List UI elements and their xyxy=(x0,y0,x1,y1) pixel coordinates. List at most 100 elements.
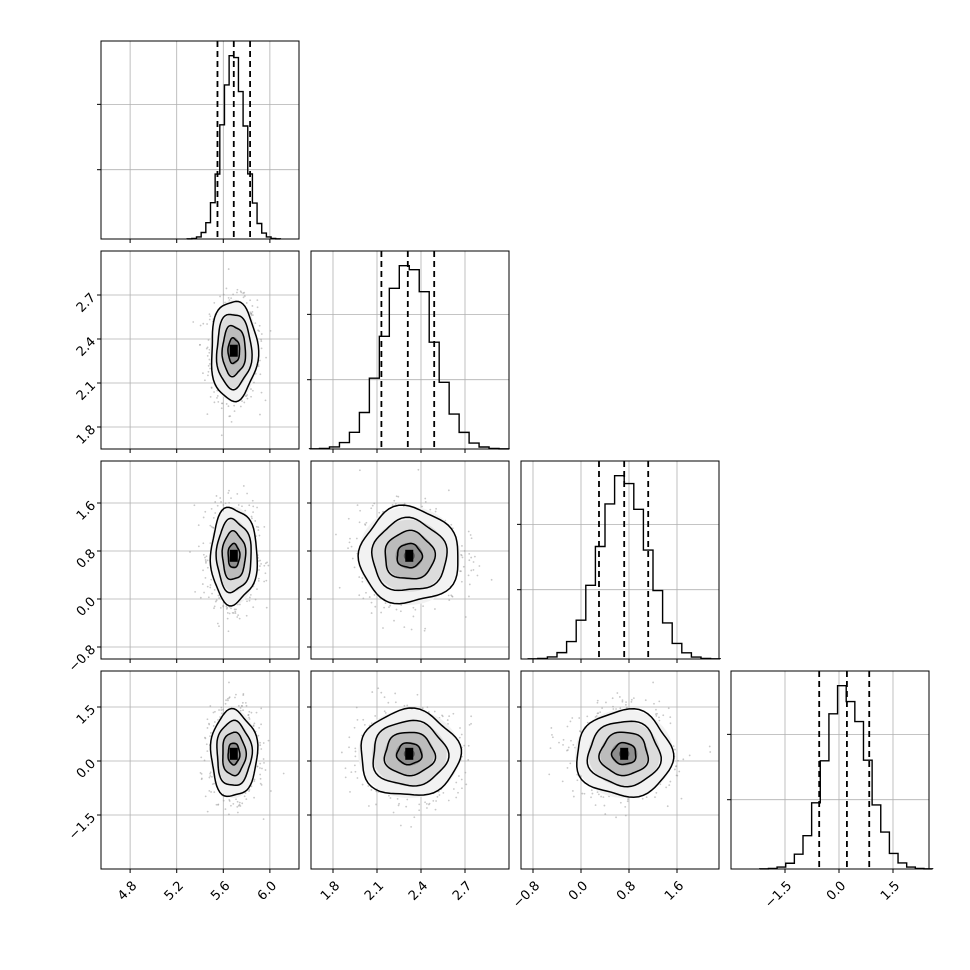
sample-point xyxy=(235,608,237,611)
sample-point xyxy=(269,329,272,332)
sample-point xyxy=(562,738,565,741)
sample-point xyxy=(208,358,211,361)
sample-point xyxy=(237,705,240,707)
sample-point xyxy=(262,818,265,820)
contour-0 xyxy=(210,300,260,403)
sample-point xyxy=(213,401,216,404)
sample-point xyxy=(465,783,468,786)
sample-point xyxy=(235,798,237,801)
sample-point xyxy=(227,296,230,299)
sample-point xyxy=(571,717,574,719)
sample-point xyxy=(571,790,574,792)
sample-point xyxy=(258,726,261,729)
sample-point xyxy=(259,744,262,747)
sample-point xyxy=(228,697,231,699)
sample-point xyxy=(478,565,481,567)
density-peak xyxy=(229,344,238,357)
sample-point xyxy=(406,704,409,707)
sample-point xyxy=(218,709,220,711)
sample-point xyxy=(597,793,600,796)
sample-point xyxy=(340,751,343,754)
sample-point xyxy=(207,596,210,599)
sample-point xyxy=(266,561,268,564)
sample-point xyxy=(708,745,711,748)
sample-point xyxy=(615,816,617,819)
sample-point xyxy=(654,796,656,799)
sample-point xyxy=(264,562,267,565)
sample-point xyxy=(264,572,267,575)
sample-point xyxy=(206,346,209,349)
sample-point xyxy=(576,773,579,776)
sample-point xyxy=(235,693,237,696)
contour-0 xyxy=(576,708,675,798)
sample-point xyxy=(460,778,463,781)
y-tick-label: 2.1 xyxy=(74,378,99,403)
contour-3 xyxy=(227,337,241,365)
sample-point xyxy=(254,520,257,522)
panel-frame xyxy=(100,460,300,660)
sample-point xyxy=(253,381,255,384)
sample-point xyxy=(206,718,209,721)
sample-point xyxy=(413,816,416,819)
histogram-2 xyxy=(527,474,721,660)
sample-point xyxy=(656,712,658,715)
sample-point xyxy=(435,800,437,802)
sample-point xyxy=(215,803,218,806)
sample-point xyxy=(603,804,606,807)
sample-point xyxy=(578,730,581,732)
sample-point xyxy=(373,594,376,596)
sample-point xyxy=(205,555,208,558)
sample-point xyxy=(267,564,270,567)
sample-point xyxy=(422,605,425,608)
sample-point xyxy=(594,716,597,718)
sample-point xyxy=(219,295,221,298)
sample-point xyxy=(208,776,211,779)
panel-frame xyxy=(310,670,510,870)
contour-3 xyxy=(395,742,423,766)
sample-point xyxy=(262,742,265,744)
sample-point xyxy=(624,805,627,808)
sample-point xyxy=(197,524,200,527)
sample-point xyxy=(204,556,206,559)
sample-point xyxy=(222,293,225,296)
sample-point xyxy=(462,565,465,568)
sample-point xyxy=(259,359,261,362)
contour-0 xyxy=(209,506,259,607)
sample-point xyxy=(260,340,263,342)
sample-point xyxy=(569,720,572,723)
sample-point xyxy=(259,777,262,780)
sample-point xyxy=(469,534,472,536)
sample-point xyxy=(209,735,211,737)
sample-point xyxy=(578,717,581,719)
sample-point xyxy=(669,780,672,783)
sample-point xyxy=(591,792,594,795)
sample-point xyxy=(426,807,428,809)
sample-point xyxy=(213,605,216,608)
sample-point xyxy=(270,790,272,792)
sample-point xyxy=(447,722,449,725)
sample-point xyxy=(213,391,215,393)
sample-point xyxy=(257,526,260,529)
sample-point xyxy=(217,401,220,403)
sample-point xyxy=(641,797,644,800)
sample-point xyxy=(250,395,252,398)
sample-point xyxy=(232,802,235,805)
sample-point xyxy=(351,557,354,560)
sample-point xyxy=(590,789,593,792)
sample-point xyxy=(249,593,252,596)
sample-point xyxy=(455,781,458,784)
sample-point xyxy=(212,516,215,519)
sample-point xyxy=(210,775,213,778)
sample-point xyxy=(455,796,458,799)
sample-point xyxy=(239,707,242,709)
sample-point xyxy=(644,699,647,702)
sample-point xyxy=(245,395,248,398)
sample-point xyxy=(672,745,675,747)
panel-frame xyxy=(730,670,930,870)
sample-point xyxy=(424,497,427,500)
sample-point xyxy=(551,736,554,739)
sample-point xyxy=(233,410,236,413)
sample-point xyxy=(356,504,359,507)
sample-point xyxy=(209,771,212,774)
